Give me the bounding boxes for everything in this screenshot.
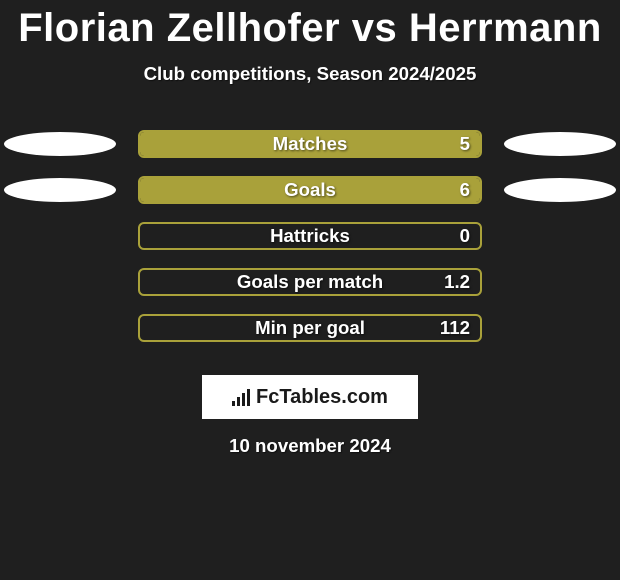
stat-value: 0 bbox=[460, 225, 470, 247]
stat-row: Matches 5 bbox=[0, 121, 620, 167]
source-logo-text: FcTables.com bbox=[256, 386, 388, 409]
stat-label: Goals bbox=[284, 179, 336, 201]
stat-row: Goals 6 bbox=[0, 167, 620, 213]
stat-bar: Min per goal 112 bbox=[138, 314, 482, 342]
stat-label: Matches bbox=[273, 133, 348, 155]
right-ellipse bbox=[504, 132, 616, 156]
comparison-card: Florian Zellhofer vs Herrmann Club compe… bbox=[0, 0, 620, 580]
stats-area: Matches 5 Goals 6 Hattricks 0 Goals per match 1… bbox=[0, 121, 620, 351]
subtitle: Club competitions, Season 2024/2025 bbox=[0, 63, 620, 85]
stat-bar: Hattricks 0 bbox=[138, 222, 482, 250]
stat-label: Goals per match bbox=[237, 271, 383, 293]
bar-chart-icon bbox=[232, 388, 250, 406]
stat-row: Goals per match 1.2 bbox=[0, 259, 620, 305]
source-logo: FcTables.com bbox=[202, 375, 418, 419]
stat-bar: Goals 6 bbox=[138, 176, 482, 204]
stat-value: 1.2 bbox=[444, 271, 470, 293]
stat-value: 5 bbox=[460, 133, 470, 155]
right-ellipse bbox=[504, 178, 616, 202]
left-ellipse bbox=[4, 178, 116, 202]
stat-bar: Goals per match 1.2 bbox=[138, 268, 482, 296]
stat-row: Hattricks 0 bbox=[0, 213, 620, 259]
stat-value: 6 bbox=[460, 179, 470, 201]
stat-bar: Matches 5 bbox=[138, 130, 482, 158]
stat-label: Min per goal bbox=[255, 317, 365, 339]
stat-row: Min per goal 112 bbox=[0, 305, 620, 351]
page-title: Florian Zellhofer vs Herrmann bbox=[0, 0, 620, 51]
left-ellipse bbox=[4, 132, 116, 156]
stat-label: Hattricks bbox=[270, 225, 350, 247]
stat-value: 112 bbox=[440, 317, 470, 339]
date-line: 10 november 2024 bbox=[0, 435, 620, 457]
